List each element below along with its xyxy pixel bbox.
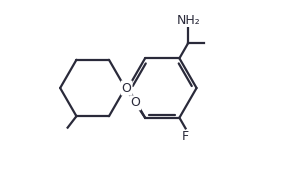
Text: F: F [182, 130, 189, 143]
Text: NH₂: NH₂ [176, 14, 200, 27]
Text: O: O [122, 81, 131, 95]
Text: O: O [130, 96, 140, 109]
